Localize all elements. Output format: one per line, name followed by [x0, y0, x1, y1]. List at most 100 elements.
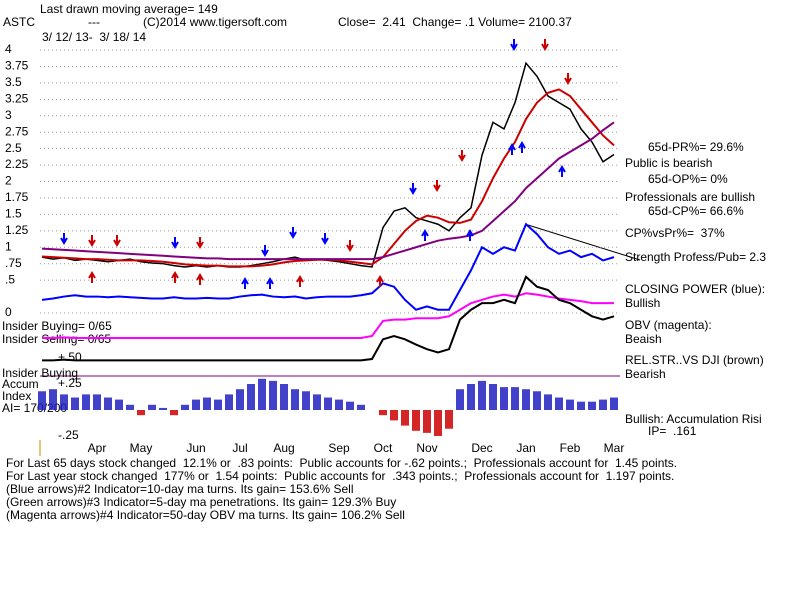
signal-arrow	[266, 277, 274, 289]
x-tick-label: Aug	[273, 441, 294, 455]
accum-bar	[302, 391, 310, 410]
signal-arrow	[508, 143, 516, 155]
x-tick-label: Sep	[328, 441, 350, 455]
y-tick-label: 1.25	[5, 223, 29, 237]
y-tick-label: 3.25	[5, 91, 29, 105]
accum-bar	[445, 410, 453, 429]
x-tick-label: Dec	[471, 441, 492, 455]
signal-arrow	[296, 275, 304, 287]
y-tick-label: 3	[5, 108, 12, 122]
signal-arrow	[409, 183, 417, 195]
accum-bar	[225, 394, 233, 410]
accum-bar	[280, 384, 288, 410]
y-tick-label: 1.75	[5, 190, 29, 204]
accum-bar	[544, 394, 552, 410]
x-tick-label: Jan	[516, 441, 535, 455]
accum-bar	[500, 387, 508, 410]
accum-bar	[423, 410, 431, 433]
y-tick-label: 3.75	[5, 59, 29, 73]
y-tick-label: 2.5	[5, 141, 22, 155]
accum-bar	[489, 384, 497, 410]
signal-arrow	[421, 229, 429, 241]
signal-arrow	[261, 245, 269, 257]
accum-bar	[38, 391, 46, 410]
x-tick-label: Jun	[186, 441, 205, 455]
note: (Green arrows)#3 Indicator=5-day ma pene…	[6, 495, 396, 509]
moving-average-label: Last drawn moving average= 149	[40, 2, 218, 16]
accum-bar	[104, 397, 112, 410]
y-tick-label: 2	[5, 174, 12, 188]
accum-tick-label: -.25	[58, 428, 79, 442]
accum-bar	[192, 399, 200, 410]
series-line	[42, 275, 615, 362]
pointer-line	[527, 224, 641, 261]
accum-bar	[203, 397, 211, 410]
accum-bar	[258, 378, 266, 410]
signal-arrow	[458, 150, 466, 162]
accum-bar	[291, 389, 299, 410]
y-tick-label: 4	[5, 42, 12, 56]
accum-bar	[577, 401, 585, 410]
annotation: 65d-CP%= 66.6%	[648, 204, 744, 218]
annotation: Bearish	[625, 367, 666, 381]
annotation: REL.STR..VS DJI (brown)	[625, 353, 764, 367]
signal-arrow	[558, 165, 566, 177]
annotation: Beaish	[625, 332, 662, 346]
date-range: 3/ 12/ 13- 3/ 18/ 14	[42, 30, 146, 44]
signal-arrow	[196, 237, 204, 249]
dashes: ---	[88, 15, 100, 29]
y-tick-label: .5	[5, 272, 15, 286]
accum-bar	[401, 410, 409, 426]
annotation: OBV (magenta):	[625, 318, 712, 332]
x-tick-label: Apr	[88, 441, 107, 455]
signal-arrow	[510, 39, 518, 51]
accum-bar	[390, 410, 398, 421]
accum-bar	[93, 394, 101, 410]
accum-bar	[566, 399, 574, 410]
annotation: CLOSING POWER (blue):	[625, 282, 765, 296]
accum-bar	[71, 397, 79, 410]
annotation: Bullish	[625, 296, 660, 310]
symbol: ASTC	[3, 15, 35, 29]
x-tick-label: Nov	[416, 441, 437, 455]
signal-arrow	[321, 233, 329, 245]
x-tick-label: Feb	[560, 441, 581, 455]
accum-bar	[159, 407, 167, 410]
accum-bar	[126, 404, 134, 410]
x-tick-label: Jul	[232, 441, 247, 455]
signal-arrow	[564, 73, 572, 85]
note: (Magenta arrows)#4 Indicator=50-day OBV …	[6, 508, 405, 522]
accum-bar	[533, 391, 541, 410]
signal-arrow	[241, 277, 249, 289]
side-label: Insider Buying= 0/65	[2, 319, 112, 333]
side-label: AI= 170/200	[2, 401, 67, 415]
signal-arrow	[433, 180, 441, 192]
accum-bar	[555, 397, 563, 410]
signal-arrow	[171, 237, 179, 249]
annotation: 65d-PR%= 29.6%	[648, 140, 744, 154]
accum-bar	[324, 397, 332, 410]
y-tick-label: 0	[5, 305, 12, 319]
annotation: Public is bearish	[625, 156, 712, 170]
accum-bar	[236, 389, 244, 410]
signal-arrow	[518, 141, 526, 153]
accum-bar	[434, 410, 442, 436]
accum-bar	[357, 404, 365, 410]
side-label: Insider Buying	[2, 366, 78, 380]
x-tick-label: May	[130, 441, 153, 455]
signal-arrow	[346, 240, 354, 252]
accum-bar	[511, 387, 519, 410]
annotation: CP%vsPr%= 37%	[625, 226, 725, 240]
accum-bar	[137, 410, 145, 416]
accum-bar	[148, 404, 156, 410]
accum-bar	[82, 394, 90, 410]
accum-bar	[214, 399, 222, 410]
accum-bar	[610, 397, 618, 410]
accum-bar	[49, 389, 57, 410]
note: (Blue arrows)#2 Indicator=10-day ma turn…	[6, 482, 354, 496]
annotation: IP= .161	[648, 424, 697, 438]
y-tick-label: 2.25	[5, 157, 29, 171]
signal-arrow	[171, 271, 179, 283]
signal-arrow	[113, 235, 121, 247]
